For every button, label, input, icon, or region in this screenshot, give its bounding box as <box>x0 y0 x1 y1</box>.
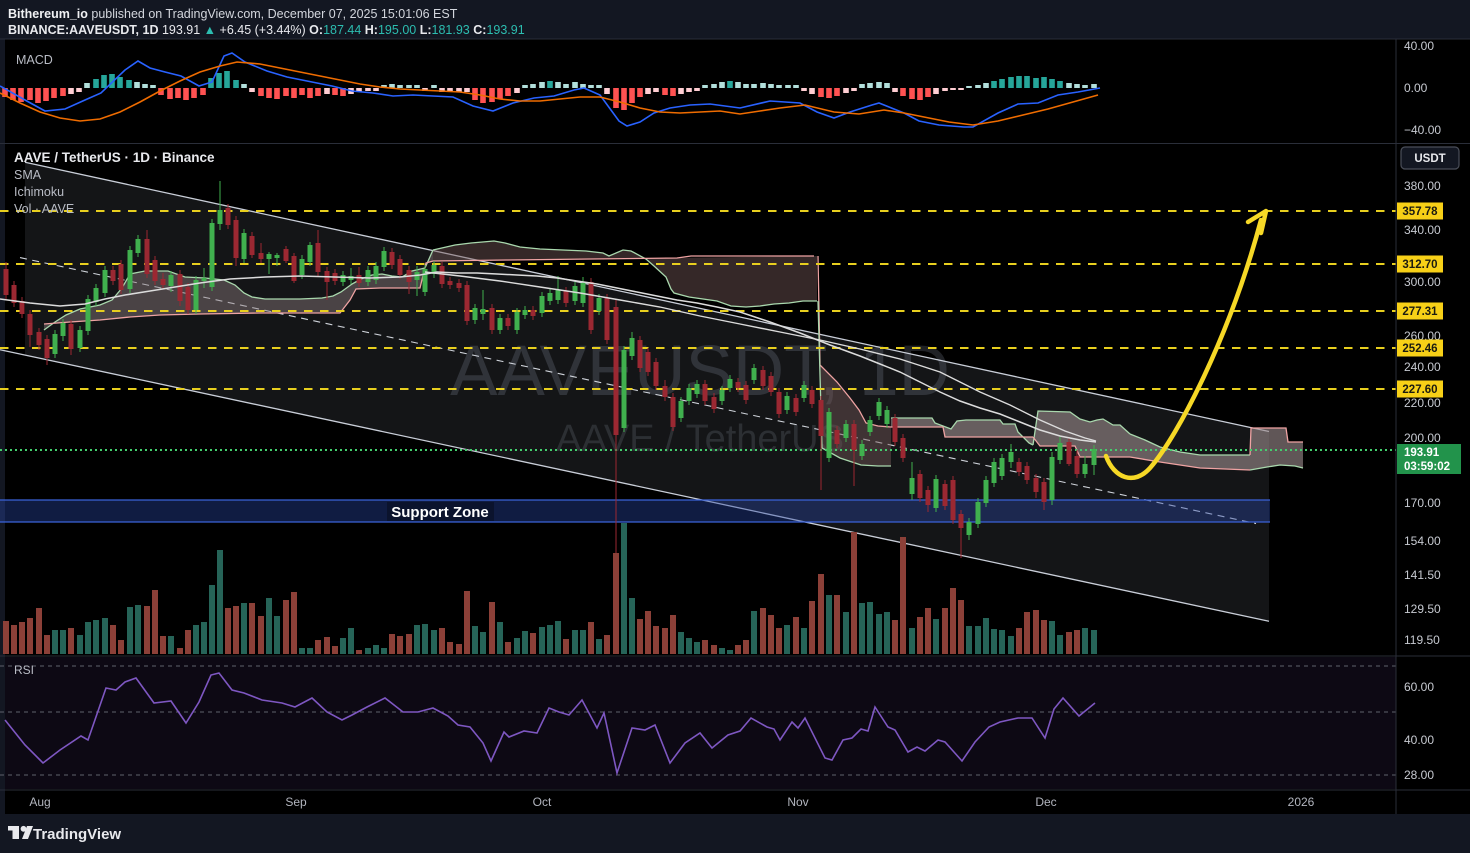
svg-text:300.00: 300.00 <box>1404 275 1441 289</box>
svg-text:119.50: 119.50 <box>1404 633 1440 647</box>
svg-text:220.00: 220.00 <box>1404 396 1441 410</box>
svg-text:312.70: 312.70 <box>1402 259 1437 271</box>
svg-text:2026: 2026 <box>1288 795 1315 809</box>
svg-text:SMA: SMA <box>14 168 42 182</box>
svg-text:40.00: 40.00 <box>1404 39 1434 53</box>
svg-text:340.00: 340.00 <box>1404 223 1441 237</box>
svg-text:Dec: Dec <box>1035 795 1056 809</box>
svg-text:200.00: 200.00 <box>1404 431 1441 445</box>
svg-text:−40.00: −40.00 <box>1404 123 1441 137</box>
svg-text:MACD: MACD <box>16 53 53 67</box>
svg-text:60.00: 60.00 <box>1404 680 1434 694</box>
svg-text:Aug: Aug <box>29 795 50 809</box>
svg-text:Oct: Oct <box>533 795 552 809</box>
svg-text:0.00: 0.00 <box>1404 81 1428 95</box>
svg-text:Bithereum_io published on Trad: Bithereum_io published on TradingView.co… <box>8 7 458 21</box>
svg-text:170.00: 170.00 <box>1404 496 1441 510</box>
svg-text:AAVE / TetherUS · 1D · Binance: AAVE / TetherUS · 1D · Binance <box>14 150 215 165</box>
svg-text:129.50: 129.50 <box>1404 602 1441 616</box>
svg-text:252.46: 252.46 <box>1402 343 1437 355</box>
svg-text:Nov: Nov <box>787 795 808 809</box>
svg-text:Sep: Sep <box>285 795 307 809</box>
svg-text:193.91: 193.91 <box>1404 447 1440 459</box>
svg-text:357.78: 357.78 <box>1402 206 1438 218</box>
svg-text:277.31: 277.31 <box>1402 306 1438 318</box>
svg-text:RSI: RSI <box>14 663 34 677</box>
svg-text:BINANCE:AAVEUSDT, 1D 193.91 ▲: BINANCE:AAVEUSDT, 1D 193.91 ▲ +6.45 (+3.… <box>8 23 525 37</box>
svg-text:USDT: USDT <box>1414 153 1445 165</box>
svg-text:380.00: 380.00 <box>1404 179 1441 193</box>
svg-text:240.00: 240.00 <box>1404 360 1441 374</box>
svg-text:Vol · AAVE: Vol · AAVE <box>14 202 74 216</box>
svg-text:Support Zone: Support Zone <box>391 504 489 521</box>
svg-text:40.00: 40.00 <box>1404 733 1434 747</box>
svg-text:03:59:02: 03:59:02 <box>1404 461 1450 473</box>
svg-text:AAVEUSDT, 1D: AAVEUSDT, 1D <box>450 332 950 411</box>
svg-text:227.60: 227.60 <box>1402 384 1437 396</box>
svg-text:141.50: 141.50 <box>1404 568 1441 582</box>
svg-text:TradingView: TradingView <box>33 826 121 843</box>
svg-text:Ichimoku: Ichimoku <box>14 185 64 199</box>
svg-text:28.00: 28.00 <box>1404 768 1434 782</box>
svg-text:154.00: 154.00 <box>1404 534 1441 548</box>
